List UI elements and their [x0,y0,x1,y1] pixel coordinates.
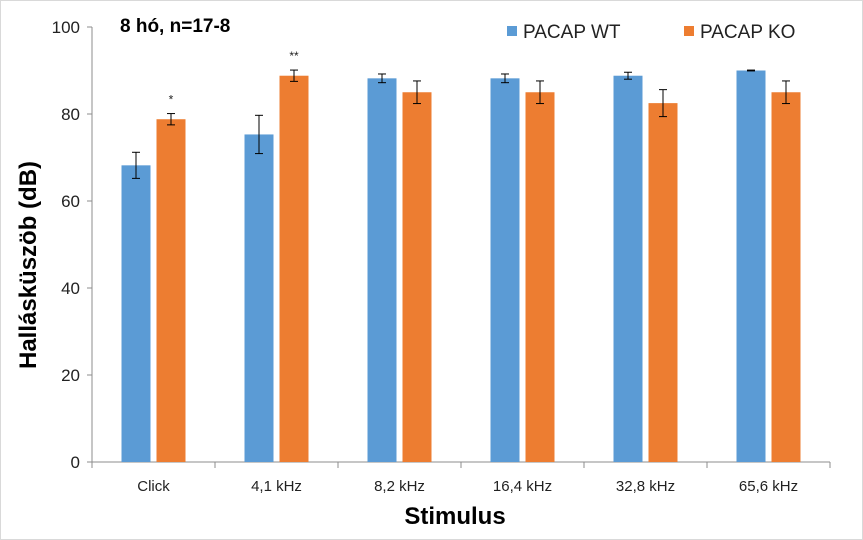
bar [771,92,801,462]
bar [648,103,678,462]
bar [367,78,397,462]
x-tick-label: 65,6 kHz [739,478,798,495]
bar [244,134,274,462]
bar [490,78,520,462]
x-tick-label: Click [137,478,170,495]
legend: PACAP WT PACAP KO [507,22,795,43]
y-tick-label: 60 [61,192,80,211]
x-tick-label: 32,8 kHz [616,478,675,495]
legend-swatch [507,26,517,36]
plot-area: 0 20 40 60 80 100 Click 4,1 kHz 8,2 kHz 16,4 kHz 3… [52,18,831,495]
legend-swatch [684,26,694,36]
bar [121,165,151,462]
x-tick-label: 16,4 kHz [493,478,552,495]
bar [279,75,309,462]
bar [402,92,432,462]
significance-marker: ** [289,49,299,63]
y-tick-label: 40 [61,279,80,298]
x-tick-label: 4,1 kHz [251,478,302,495]
bar [156,119,186,462]
bar [613,75,643,462]
y-axis-title: Hallásküszöb (dB) [15,161,42,369]
chart-title: 8 hó, n=17-8 [120,16,230,37]
y-tick-label: 100 [52,18,80,37]
x-tick-label: 8,2 kHz [374,478,425,495]
significance-marker: * [169,93,174,107]
legend-label: PACAP KO [700,22,795,43]
y-tick-label: 20 [61,366,80,385]
y-tick-label: 0 [71,453,80,472]
bar [736,70,766,462]
bar [525,92,555,462]
y-tick-label: 80 [61,105,80,124]
x-axis-title: Stimulus [404,503,505,530]
legend-label: PACAP WT [523,22,621,43]
